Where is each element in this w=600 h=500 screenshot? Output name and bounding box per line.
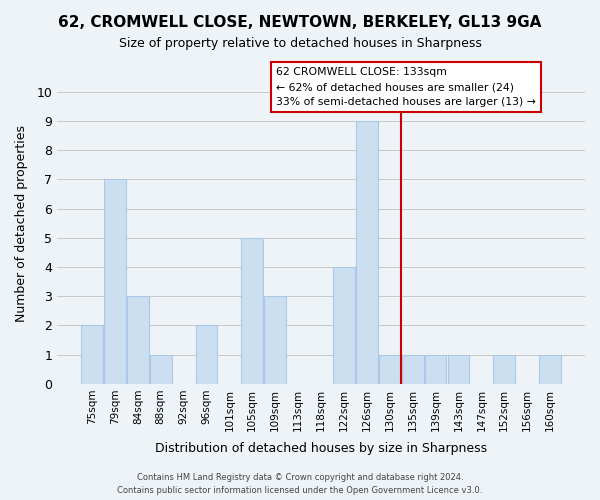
Y-axis label: Number of detached properties: Number of detached properties	[15, 124, 28, 322]
Bar	[127, 296, 149, 384]
Bar	[448, 354, 469, 384]
Bar	[356, 121, 378, 384]
Text: 62 CROMWELL CLOSE: 133sqm
← 62% of detached houses are smaller (24)
33% of semi-: 62 CROMWELL CLOSE: 133sqm ← 62% of detac…	[276, 68, 536, 107]
Bar	[150, 354, 172, 384]
Bar	[402, 354, 424, 384]
Text: Size of property relative to detached houses in Sharpness: Size of property relative to detached ho…	[119, 38, 481, 51]
Bar	[333, 267, 355, 384]
Bar	[379, 354, 401, 384]
Bar	[104, 180, 126, 384]
Text: Contains HM Land Registry data © Crown copyright and database right 2024.
Contai: Contains HM Land Registry data © Crown c…	[118, 474, 482, 495]
X-axis label: Distribution of detached houses by size in Sharpness: Distribution of detached houses by size …	[155, 442, 487, 455]
Text: 62, CROMWELL CLOSE, NEWTOWN, BERKELEY, GL13 9GA: 62, CROMWELL CLOSE, NEWTOWN, BERKELEY, G…	[58, 15, 542, 30]
Bar	[81, 326, 103, 384]
Bar	[241, 238, 263, 384]
Bar	[265, 296, 286, 384]
Bar	[493, 354, 515, 384]
Bar	[196, 326, 217, 384]
Bar	[425, 354, 446, 384]
Bar	[539, 354, 561, 384]
